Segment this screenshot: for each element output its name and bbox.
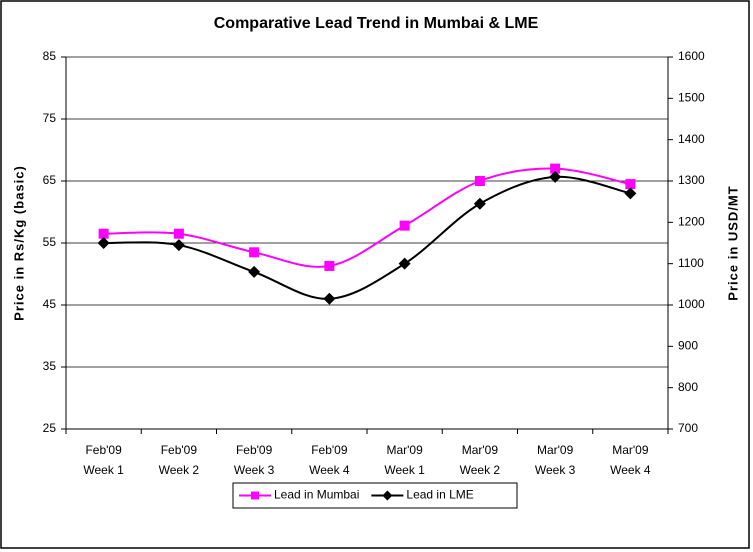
chart-title: Comparative Lead Trend in Mumbai & LME xyxy=(214,15,539,32)
x-tick-label: Week 3 xyxy=(535,463,576,477)
legend-marker xyxy=(251,491,259,500)
y-tick-label: 25 xyxy=(43,421,57,435)
x-tick-label: Feb'09 xyxy=(161,443,198,457)
x-tick-label: Week 4 xyxy=(610,463,651,477)
data-point xyxy=(97,237,110,249)
x-tick-label: Week 1 xyxy=(83,463,124,477)
y-tick-label: 85 xyxy=(43,49,57,63)
y2-tick-label: 1400 xyxy=(678,132,705,146)
data-point xyxy=(173,228,184,239)
x-tick-label: Week 3 xyxy=(234,463,275,477)
data-point xyxy=(473,197,486,210)
data-point xyxy=(248,265,261,278)
y2-tick-label: 1100 xyxy=(678,256,704,270)
x-tick-label: Feb'09 xyxy=(236,443,273,457)
data-point xyxy=(398,257,411,270)
x-tick-label: Mar'09 xyxy=(537,443,574,457)
legend-label: Lead in Mumbai xyxy=(274,488,359,502)
data-point xyxy=(624,187,637,200)
data-point xyxy=(98,228,109,239)
y2-tick-label: 800 xyxy=(678,380,698,394)
x-tick-label: Week 1 xyxy=(384,463,425,477)
data-point xyxy=(550,163,561,174)
x-tick-label: Week 2 xyxy=(159,463,200,477)
x-tick-label: Week 2 xyxy=(460,463,501,477)
y-tick-label: 75 xyxy=(43,111,57,125)
x-tick-label: Feb'09 xyxy=(311,443,348,457)
y2-tick-label: 1600 xyxy=(678,49,705,63)
data-point xyxy=(323,292,336,305)
y2-tick-label: 1300 xyxy=(678,173,705,187)
data-point xyxy=(172,239,185,252)
data-point xyxy=(549,170,562,183)
data-point xyxy=(324,260,335,271)
data-point xyxy=(249,247,260,258)
x-tick-label: Feb'09 xyxy=(85,443,122,457)
series-line xyxy=(103,175,631,300)
y-axis-label: Price in Rs/Kg (basic) xyxy=(11,165,26,321)
x-tick-label: Mar'09 xyxy=(462,443,499,457)
y-tick-label: 55 xyxy=(43,235,57,249)
data-point xyxy=(625,179,636,190)
data-point xyxy=(399,220,410,231)
y-tick-label: 45 xyxy=(43,297,57,311)
legend-label: Lead in LME xyxy=(406,488,473,502)
y2-tick-label: 1200 xyxy=(678,215,705,229)
series-line xyxy=(103,167,631,268)
y-tick-label: 65 xyxy=(43,173,57,187)
x-tick-label: Mar'09 xyxy=(612,443,649,457)
y2-tick-label: 700 xyxy=(678,421,698,435)
legend-marker xyxy=(382,490,393,501)
y-tick-label: 35 xyxy=(43,359,57,373)
x-tick-label: Mar'09 xyxy=(386,443,423,457)
y2-tick-label: 1000 xyxy=(678,297,705,311)
y2-axis-label: Price in USD/MT xyxy=(725,185,740,300)
data-point xyxy=(474,176,485,186)
y2-tick-label: 1500 xyxy=(678,91,705,105)
x-tick-label: Week 4 xyxy=(309,463,350,477)
y2-tick-label: 900 xyxy=(678,339,698,353)
